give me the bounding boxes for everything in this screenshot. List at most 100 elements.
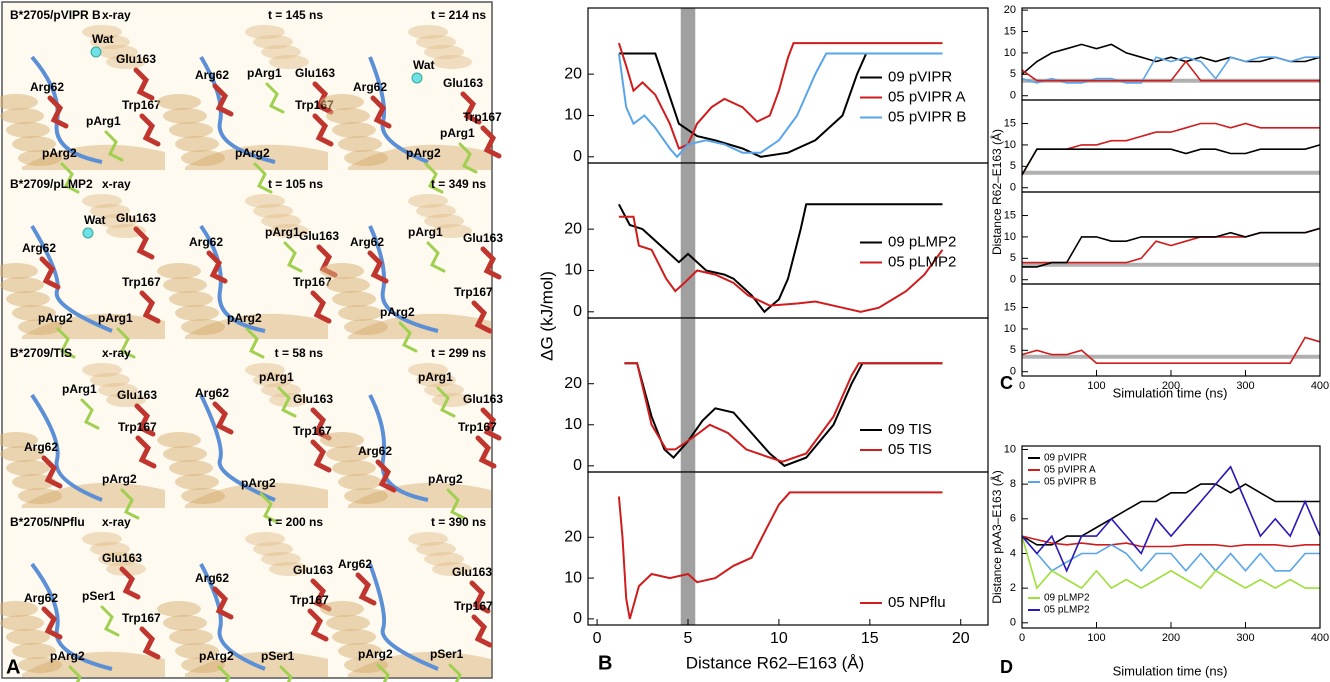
helix bbox=[332, 291, 376, 307]
helix bbox=[0, 263, 38, 279]
residue-stick bbox=[100, 605, 120, 637]
residue-label: Arg62 bbox=[22, 241, 56, 255]
residue-stick bbox=[56, 327, 76, 359]
residue-stick bbox=[436, 386, 456, 418]
helix bbox=[169, 291, 213, 307]
residue-stick bbox=[367, 250, 389, 284]
residue-stick bbox=[265, 82, 285, 114]
helix bbox=[344, 657, 388, 673]
plot-frame bbox=[1021, 283, 1321, 377]
structure-cell: Arg62 Glu163 Trp167 pArg2 pSer1 t = 200 ns bbox=[157, 515, 333, 682]
panel-letter: B bbox=[598, 652, 612, 674]
helix bbox=[338, 136, 382, 152]
residue-label: Arg62 bbox=[195, 571, 229, 585]
helix bbox=[320, 601, 364, 617]
residue-label: Trp167 bbox=[122, 611, 161, 625]
residue-stick bbox=[310, 439, 332, 473]
residue-stick bbox=[135, 435, 157, 469]
y-tick-label: 0 bbox=[573, 148, 582, 165]
series-line bbox=[624, 362, 943, 463]
structure-cell: Wat Glu163 Arg62 Trp167 pArg2 pArg1 B*2709/pLM… bbox=[0, 177, 165, 359]
helix bbox=[181, 488, 225, 504]
helix bbox=[6, 291, 50, 307]
residue-stick bbox=[104, 130, 124, 162]
residue-label: pArg2 bbox=[358, 647, 393, 661]
residue-label: Arg62 bbox=[30, 80, 64, 94]
helix bbox=[269, 224, 309, 238]
helix bbox=[0, 94, 38, 110]
residue-label: pSer1 bbox=[430, 647, 464, 661]
helix bbox=[12, 136, 56, 152]
series-line bbox=[618, 203, 943, 314]
series-line bbox=[1022, 227, 1321, 264]
peptide-backbone bbox=[199, 394, 276, 502]
row-title: B*2709/pLMP2 bbox=[10, 177, 93, 191]
residue-label: pArg2 bbox=[406, 146, 441, 160]
residue-label: pArg1 bbox=[265, 225, 300, 239]
helix bbox=[269, 55, 309, 69]
helix bbox=[0, 108, 44, 124]
helix bbox=[18, 488, 62, 504]
helix bbox=[157, 432, 201, 448]
series-line bbox=[1021, 122, 1320, 176]
x-tick-label: 5 bbox=[684, 630, 693, 647]
residue-label: pArg2 bbox=[102, 472, 137, 486]
helix bbox=[169, 460, 213, 476]
y-tick-label: 5 bbox=[1010, 344, 1016, 356]
residue-stick bbox=[139, 290, 161, 324]
helix bbox=[326, 446, 370, 462]
residue-label: Glu163 bbox=[102, 551, 142, 565]
residue-stick bbox=[471, 614, 493, 648]
residue-stick bbox=[41, 606, 63, 640]
legend-label: 09 TIS bbox=[888, 421, 932, 438]
y-tick-label: 0 bbox=[1010, 366, 1016, 378]
residue-label: Trp167 bbox=[118, 420, 157, 434]
x-tick-label: 15 bbox=[861, 630, 879, 647]
highlight-band bbox=[680, 472, 696, 625]
residue-stick bbox=[458, 142, 478, 174]
y-tick-label: 10 bbox=[564, 262, 582, 279]
residue-label: Trp167 bbox=[454, 599, 493, 613]
residue-label: Glu163 bbox=[116, 52, 156, 66]
residue-label: Glu163 bbox=[452, 565, 492, 579]
time-label: t = 58 ns bbox=[275, 346, 324, 360]
residue-label: Trp167 bbox=[458, 420, 497, 434]
residue-label: Trp167 bbox=[122, 98, 161, 112]
residue-stick bbox=[68, 665, 82, 682]
residue-stick bbox=[133, 226, 155, 260]
residue-stick bbox=[480, 407, 502, 441]
residue-stick bbox=[480, 125, 502, 159]
legend-label: 05 pVIPR B bbox=[1044, 477, 1097, 488]
y-tick-label: 10 bbox=[1004, 323, 1016, 335]
residue-label: pArg1 bbox=[247, 66, 282, 80]
residue-stick bbox=[217, 665, 231, 682]
x-tick-label: 300 bbox=[1236, 632, 1254, 644]
y-tick-label: 10 bbox=[564, 569, 582, 586]
y-tick-label: 20 bbox=[564, 528, 582, 545]
residue-label: Glu163 bbox=[299, 229, 339, 243]
series-line bbox=[1021, 56, 1320, 84]
residue-stick bbox=[424, 162, 444, 194]
peptide-backbone bbox=[368, 563, 439, 671]
helix bbox=[12, 474, 56, 490]
y-tick-label: 5 bbox=[1010, 160, 1016, 172]
residue-stick bbox=[446, 488, 466, 520]
helix bbox=[12, 643, 56, 659]
time-label: t = 214 ns bbox=[431, 8, 486, 22]
helix bbox=[326, 108, 370, 124]
legend-label: 05 pVIPR A bbox=[1044, 465, 1096, 476]
helix bbox=[12, 305, 56, 321]
y-tick-label: 10 bbox=[564, 416, 582, 433]
helix bbox=[6, 460, 50, 476]
y-tick-label: 0 bbox=[1010, 617, 1016, 629]
series-line bbox=[618, 215, 944, 313]
residue-stick bbox=[133, 67, 155, 101]
peptide-backbone bbox=[368, 394, 429, 502]
legend-label: 05 pVIPR B bbox=[888, 108, 966, 125]
residue-stick bbox=[426, 241, 446, 273]
highlight-band bbox=[680, 318, 696, 472]
panel-letter: A bbox=[6, 656, 20, 678]
residue-label: Glu163 bbox=[117, 388, 157, 402]
